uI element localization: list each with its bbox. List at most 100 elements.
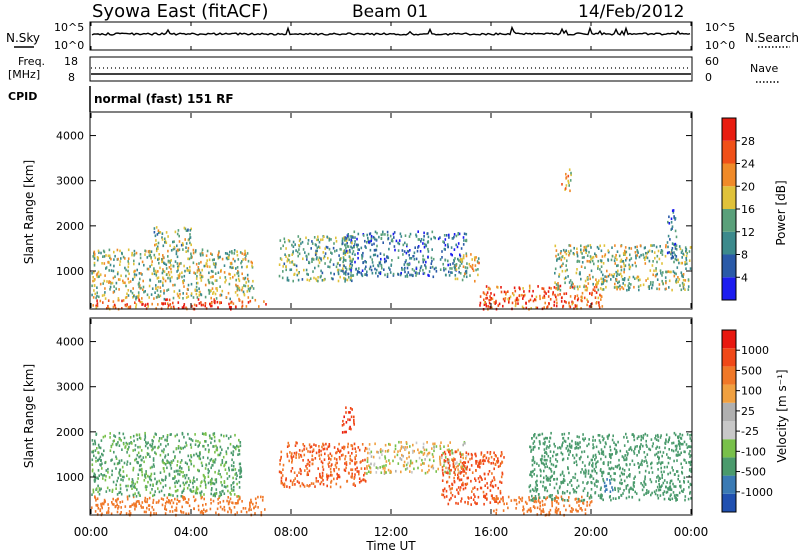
- velocity-cell: [631, 495, 633, 499]
- velocity-cell: [94, 479, 97, 482]
- velocity-cell: [577, 509, 579, 513]
- velocity-cell: [382, 467, 384, 470]
- velocity-cell: [550, 470, 553, 473]
- power-cell: [112, 300, 115, 303]
- power-cell: [592, 275, 594, 279]
- power-cell: [224, 252, 227, 255]
- power-cell: [604, 275, 606, 278]
- velocity-cell: [176, 433, 178, 437]
- velocity-cell: [397, 462, 400, 465]
- power-cell: [394, 248, 396, 252]
- power-cell: [348, 267, 351, 271]
- velocity-cell: [660, 485, 662, 489]
- velocity-cell: [131, 487, 133, 490]
- power-cell: [247, 284, 249, 288]
- velocity-cell: [344, 462, 346, 465]
- velocity-cell: [134, 486, 137, 489]
- velocity-cell: [643, 451, 646, 454]
- velocity-cell: [467, 501, 469, 504]
- velocity-cell: [480, 461, 482, 464]
- velocity-cell: [602, 498, 604, 502]
- velocity-cell: [474, 501, 476, 504]
- power-cell: [161, 260, 163, 264]
- power-cell: [133, 259, 135, 263]
- power-cell: [214, 265, 217, 268]
- velocity-cell: [151, 465, 153, 469]
- velocity-cell: [681, 433, 684, 437]
- power-cell: [96, 294, 98, 298]
- power-cell: [219, 294, 221, 297]
- velocity-cell: [351, 468, 354, 471]
- power-cell: [559, 284, 562, 288]
- power-cell: [376, 231, 378, 235]
- velocity-cell: [586, 501, 588, 504]
- velocity-cell: [529, 507, 532, 510]
- power-cell: [241, 301, 244, 304]
- power-cell: [603, 254, 606, 258]
- velocity-cell: [303, 453, 306, 457]
- power-cell: [684, 262, 686, 266]
- noise-panel: [89, 21, 693, 51]
- velocity-cell: [531, 488, 534, 491]
- velocity-cell: [295, 453, 297, 457]
- velocity-cell: [417, 466, 419, 470]
- power-cell: [354, 253, 356, 256]
- power-colorbar-tick-label: 28: [741, 135, 755, 148]
- velocity-cell: [507, 506, 509, 510]
- velocity-cell: [646, 464, 649, 468]
- velocity-cell: [447, 502, 450, 506]
- velocity-cell: [198, 443, 200, 447]
- velocity-cell: [368, 464, 370, 467]
- velocity-cell: [260, 511, 263, 514]
- power-cell: [581, 261, 584, 264]
- power-cell: [112, 305, 115, 309]
- velocity-cell: [522, 508, 524, 512]
- power-cell: [539, 294, 541, 298]
- velocity-cell: [208, 434, 211, 437]
- power-cell: [343, 272, 345, 275]
- velocity-cell: [549, 495, 552, 499]
- velocity-cell: [417, 448, 419, 452]
- power-cell: [217, 306, 219, 309]
- power-cell: [210, 296, 212, 300]
- power-cell: [285, 255, 287, 258]
- power-cell: [216, 300, 219, 304]
- velocity-cell: [291, 481, 294, 484]
- velocity-cell: [234, 433, 236, 437]
- velocity-cell: [169, 486, 171, 490]
- velocity-cell: [533, 496, 535, 500]
- power-cell: [317, 258, 320, 262]
- velocity-cell: [610, 477, 613, 481]
- velocity-cell: [615, 497, 617, 500]
- power-cell: [177, 229, 180, 232]
- power-cell: [670, 217, 673, 221]
- power-cell: [105, 267, 107, 270]
- velocity-cell: [459, 478, 461, 482]
- velocity-cell: [340, 454, 343, 457]
- power-cell: [177, 274, 180, 277]
- power-cell: [170, 306, 172, 309]
- velocity-cell: [543, 463, 546, 466]
- power-cell: [163, 262, 166, 265]
- velocity-cell: [118, 437, 121, 441]
- velocity-cell: [232, 450, 235, 453]
- velocity-cell: [210, 492, 212, 496]
- velocity-cell: [223, 492, 226, 495]
- velocity-cell: [552, 454, 554, 458]
- velocity-cell: [632, 433, 634, 436]
- velocity-cell: [182, 496, 184, 499]
- velocity-cell: [115, 487, 117, 490]
- velocity-cell: [619, 449, 622, 453]
- power-cell: [349, 259, 351, 262]
- velocity-cell: [351, 447, 354, 451]
- power-cell: [352, 250, 355, 253]
- velocity-cell: [364, 446, 367, 450]
- velocity-cell: [351, 408, 353, 411]
- power-cell: [624, 264, 627, 267]
- velocity-cell: [150, 472, 153, 476]
- power-cell: [385, 259, 387, 263]
- velocity-cell: [335, 482, 338, 486]
- velocity-cell: [633, 477, 635, 480]
- power-cell: [674, 245, 677, 248]
- power-cell: [295, 268, 298, 272]
